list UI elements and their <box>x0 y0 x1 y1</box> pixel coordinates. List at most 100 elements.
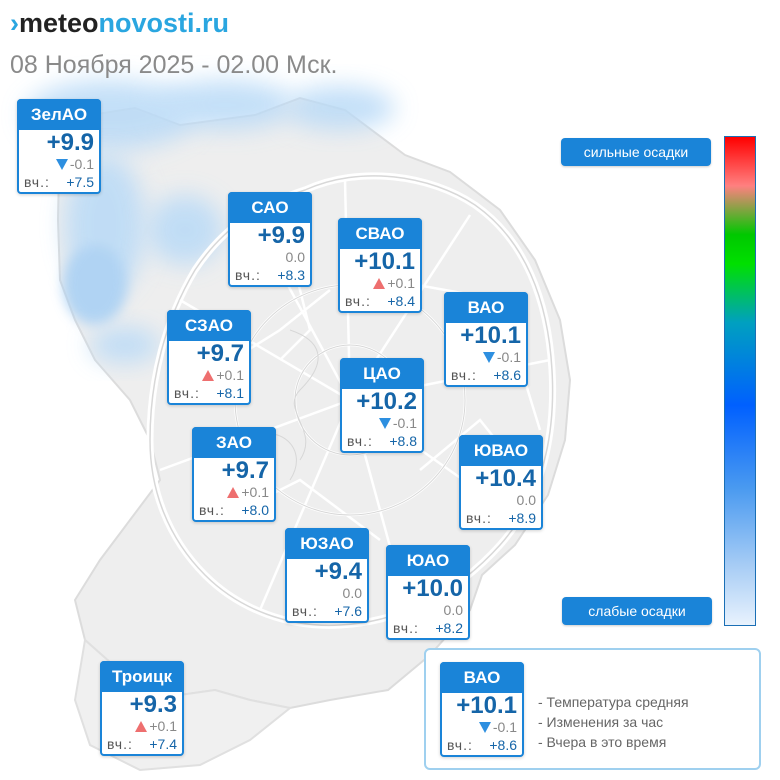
yesterday-temp: +7.4 <box>149 736 177 752</box>
hourly-change: 0.0 <box>516 492 536 508</box>
yesterday-label: вч.: <box>393 620 419 636</box>
hourly-change: -0.1 <box>378 415 417 431</box>
yesterday-temp: +8.0 <box>241 502 269 518</box>
trend-up-icon <box>227 487 240 498</box>
district-card-troitsk[interactable]: Троицк +9.3 +0.1 вч.: +7.4 <box>100 661 184 756</box>
district-name: ЗелАО <box>17 99 101 130</box>
legend-box: ВАО +10.1 -0.1 вч.: +8.6 - Температура ср… <box>424 648 761 770</box>
district-card-cao[interactable]: ЦАО +10.2 -0.1 вч.: +8.8 <box>340 358 424 453</box>
yesterday-row: вч.: +8.1 <box>174 385 244 401</box>
yesterday-label: вч.: <box>347 433 373 449</box>
yesterday-temp: +8.8 <box>389 433 417 449</box>
yesterday-temp: +8.6 <box>493 367 521 383</box>
yesterday-temp: +8.1 <box>216 385 244 401</box>
district-card-sao[interactable]: САО +9.9 0.0 вч.: +8.3 <box>228 192 312 287</box>
trend-up-icon <box>373 278 386 289</box>
yesterday-temp: +7.5 <box>66 174 94 190</box>
legend-explanations: - Температура средняя - Изменения за час… <box>538 692 689 752</box>
yesterday-label: вч.: <box>466 510 492 526</box>
yesterday-label: вч.: <box>199 502 225 518</box>
district-name: ЮАО <box>386 545 470 576</box>
legend-line-temperature: - Температура средняя <box>538 694 689 710</box>
yesterday-label: вч.: <box>174 385 200 401</box>
logo-mark-icon: › <box>10 8 19 38</box>
district-name: Троицк <box>100 661 184 692</box>
yesterday-row: вч.: +8.4 <box>345 293 415 309</box>
yesterday-row: вч.: +8.6 <box>447 737 517 753</box>
trend-down-icon <box>482 352 495 363</box>
hourly-change: +0.1 <box>202 367 244 383</box>
yesterday-temp: +8.4 <box>387 293 415 309</box>
scale-label-strong: сильные осадки <box>561 138 711 166</box>
hourly-change: 0.0 <box>285 249 305 265</box>
avg-temperature: +10.1 <box>456 692 517 719</box>
yesterday-label: вч.: <box>107 736 133 752</box>
trend-down-icon <box>55 159 68 170</box>
district-card-yuao[interactable]: ЮАО +10.0 0.0 вч.: +8.2 <box>386 545 470 640</box>
hourly-change: -0.1 <box>482 349 521 365</box>
scale-label-weak: слабые осадки <box>562 597 712 625</box>
hourly-change: 0.0 <box>443 602 463 618</box>
hourly-change: 0.0 <box>342 585 362 601</box>
avg-temperature: +10.4 <box>475 465 536 492</box>
yesterday-row: вч.: +8.6 <box>451 367 521 383</box>
yesterday-label: вч.: <box>292 603 318 619</box>
avg-temperature: +10.2 <box>356 388 417 415</box>
precipitation-color-scale <box>724 136 756 626</box>
district-name: ЗАО <box>192 427 276 458</box>
hourly-change: -0.1 <box>55 156 94 172</box>
yesterday-row: вч.: +8.0 <box>199 502 269 518</box>
district-card-svao[interactable]: СВАО +10.1 +0.1 вч.: +8.4 <box>338 218 422 313</box>
yesterday-label: вч.: <box>235 267 261 283</box>
avg-temperature: +9.7 <box>196 340 244 367</box>
yesterday-label: вч.: <box>451 367 477 383</box>
yesterday-row: вч.: +8.3 <box>235 267 305 283</box>
hourly-change: +0.1 <box>227 484 269 500</box>
district-card-szao[interactable]: СЗАО +9.7 +0.1 вч.: +8.1 <box>167 310 251 405</box>
avg-temperature: +10.1 <box>460 322 521 349</box>
district-name: ЦАО <box>340 358 424 389</box>
district-name: ВАО <box>444 292 528 323</box>
yesterday-temp: +8.2 <box>435 620 463 636</box>
legend-example-card: ВАО +10.1 -0.1 вч.: +8.6 <box>440 662 524 757</box>
yesterday-label: вч.: <box>447 737 473 753</box>
hourly-change: +0.1 <box>373 275 415 291</box>
avg-temperature: +9.9 <box>46 129 94 156</box>
legend-line-yesterday: - Вчера в это время <box>538 734 667 750</box>
yesterday-temp: +8.3 <box>277 267 305 283</box>
logo-text-novosti: novosti.ru <box>98 8 230 38</box>
yesterday-row: вч.: +8.9 <box>466 510 536 526</box>
district-card-vao[interactable]: ВАО +10.1 -0.1 вч.: +8.6 <box>444 292 528 387</box>
hourly-change: +0.1 <box>135 718 177 734</box>
legend-line-hourly-change: - Изменения за час <box>538 714 664 730</box>
avg-temperature: +10.0 <box>402 575 463 602</box>
yesterday-temp: +7.6 <box>334 603 362 619</box>
district-name: САО <box>228 192 312 223</box>
district-name: СЗАО <box>167 310 251 341</box>
district-card-zelao[interactable]: ЗелАО +9.9 -0.1 вч.: +7.5 <box>17 99 101 194</box>
trend-up-icon <box>135 721 148 732</box>
avg-temperature: +9.7 <box>221 457 269 484</box>
avg-temperature: +9.3 <box>129 691 177 718</box>
district-card-yuzao[interactable]: ЮЗАО +9.4 0.0 вч.: +7.6 <box>285 528 369 623</box>
yesterday-row: вч.: +8.2 <box>393 620 463 636</box>
yesterday-row: вч.: +7.4 <box>107 736 177 752</box>
district-card-zao[interactable]: ЗАО +9.7 +0.1 вч.: +8.0 <box>192 427 276 522</box>
trend-down-icon <box>478 722 491 733</box>
hourly-change: -0.1 <box>478 719 517 735</box>
district-name: ЮВАО <box>459 435 543 466</box>
trend-down-icon <box>378 418 391 429</box>
yesterday-label: вч.: <box>345 293 371 309</box>
yesterday-temp: +8.6 <box>489 737 517 753</box>
logo-text-meteo: meteo <box>19 8 99 38</box>
yesterday-row: вч.: +7.6 <box>292 603 362 619</box>
site-logo[interactable]: ›meteonovosti.ru <box>10 8 229 39</box>
yesterday-temp: +8.9 <box>508 510 536 526</box>
district-name: СВАО <box>338 218 422 249</box>
district-card-yuvao[interactable]: ЮВАО +10.4 0.0 вч.: +8.9 <box>459 435 543 530</box>
district-name: ЮЗАО <box>285 528 369 559</box>
forecast-datetime: 08 Ноября 2025 - 02.00 Мск. <box>10 51 338 79</box>
trend-up-icon <box>202 370 215 381</box>
